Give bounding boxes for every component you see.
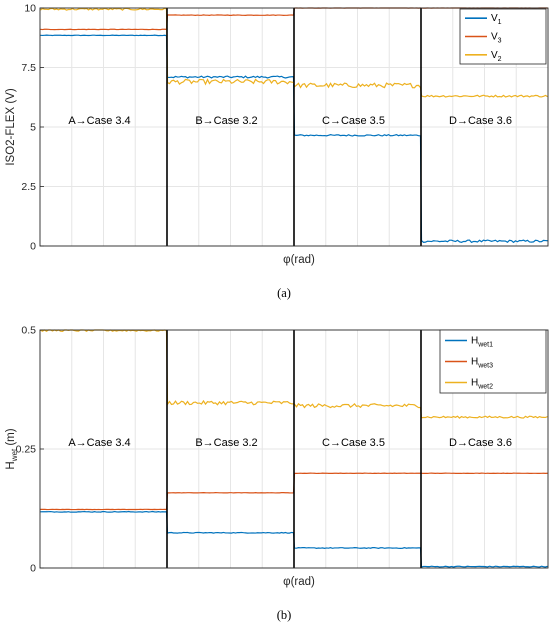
chart0-legend-entry-name: V (491, 13, 498, 24)
chart0-legend-entry-name: V (491, 32, 498, 43)
chart0-legend-entry-subscript: 2 (498, 56, 502, 63)
chart1-segment-annotation: A→Case 3.4 (68, 437, 130, 449)
chart0-caption: (a) (277, 286, 291, 300)
chart1-legend-entry-subscript: wet1 (477, 342, 493, 349)
chart1-ytick-label: 0 (30, 563, 36, 575)
chart0-legend-entry: V2 (491, 50, 502, 63)
chart0-segment-annotation: A→Case 3.4 (68, 115, 130, 127)
chart1-legend-entry-subscript: wet2 (477, 384, 493, 391)
chart0-segment-annotation: B→Case 3.2 (195, 115, 257, 127)
chart1-legend-entry-subscript: wet3 (477, 363, 493, 370)
chart1-legend-entry-name: H (471, 336, 478, 347)
chart1-ytick-label: 0.25 (16, 444, 37, 456)
chart0-ytick-label: 0 (30, 241, 36, 253)
chart1-segment-annotation: C→Case 3.5 (322, 437, 385, 449)
chart0-ylabel-main: ISO2-FLEX (V) (5, 88, 17, 165)
chart1-legend-entry-name: H (471, 378, 478, 389)
chart1-caption: (b) (277, 608, 292, 622)
chart1-legend-entry: Hwet2 (471, 378, 493, 391)
chart0-legend-entry: V3 (491, 32, 502, 45)
chart0-ytick-label: 10 (24, 3, 36, 15)
chart1-segment-annotation: D→Case 3.6 (449, 437, 512, 449)
chart1-ylabel-subscript: wet (10, 448, 19, 462)
chart0-segment-annotation: D→Case 3.6 (449, 115, 512, 127)
chart0-legend-entry-subscript: 1 (498, 19, 502, 26)
chart0-axes-frame (39, 7, 549, 247)
chart1-xlabel: φ(rad) (283, 576, 315, 588)
chart1-ytick-label: 0.5 (21, 325, 36, 337)
chart0-ytick-label: 5 (30, 122, 36, 134)
chart0-segment-annotation: C→Case 3.5 (322, 115, 385, 127)
chart1-segment-annotation: B→Case 3.2 (195, 437, 257, 449)
chart0-legend-entry-name: V (491, 50, 498, 61)
chart0-ytick-label: 7.5 (21, 62, 36, 74)
chart0-legend-entry: V1 (491, 13, 502, 26)
chart0-ytick-label: 2.5 (21, 181, 36, 193)
chart1-ylabel: Hwet (m) (5, 428, 19, 469)
chart0-ylabel: ISO2-FLEX (V) (5, 88, 17, 165)
chart1-legend-entry: Hwet3 (471, 357, 493, 370)
chart1-legend-entry: Hwet1 (471, 336, 493, 349)
chart1-legend-entry-name: H (471, 357, 478, 368)
chart0-xlabel: φ(rad) (283, 254, 315, 266)
chart0-legend-entry-subscript: 3 (498, 38, 502, 45)
chart1-axes-frame (39, 329, 549, 569)
chart1-ylabel-unit: (m) (5, 428, 17, 449)
chart1-ylabel-main: H (5, 461, 17, 469)
